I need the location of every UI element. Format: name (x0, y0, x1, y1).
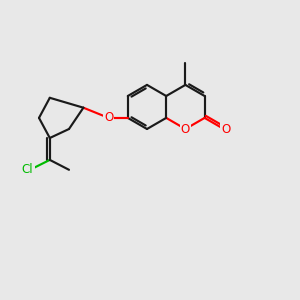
Text: O: O (181, 122, 190, 136)
Text: O: O (104, 111, 113, 124)
Text: O: O (222, 122, 231, 136)
Text: Cl: Cl (22, 163, 33, 176)
